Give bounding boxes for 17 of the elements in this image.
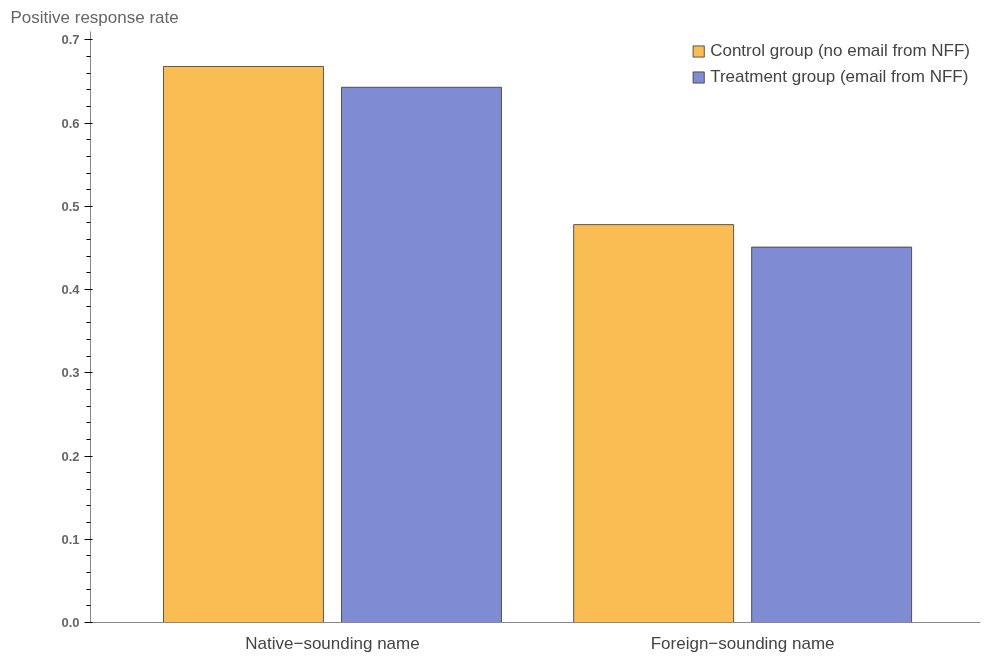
bar: [573, 224, 734, 623]
y-tick-label: 0.3: [61, 365, 80, 381]
x-tick-label: Foreign−sounding name: [650, 633, 835, 653]
y-tick-label: 0.0: [61, 615, 80, 630]
y-tick-label: 0.4: [61, 282, 81, 298]
bar: [751, 246, 912, 623]
y-tick-label: 0.2: [61, 448, 80, 464]
y-tick-label: 0.1: [61, 531, 80, 547]
legend-label: Control group (no email from NFF): [710, 41, 970, 61]
bar: [341, 86, 502, 623]
y-axis-title: Positive response rate: [10, 7, 179, 27]
y-tick-label: 0.6: [61, 115, 80, 131]
y-tick-label: 0.5: [61, 198, 80, 214]
x-tick-label: Native−sounding name: [245, 633, 420, 653]
y-tick-label: 0.7: [61, 32, 80, 48]
bar: [163, 66, 324, 623]
legend-label: Treatment group (email from NFF): [710, 67, 969, 87]
